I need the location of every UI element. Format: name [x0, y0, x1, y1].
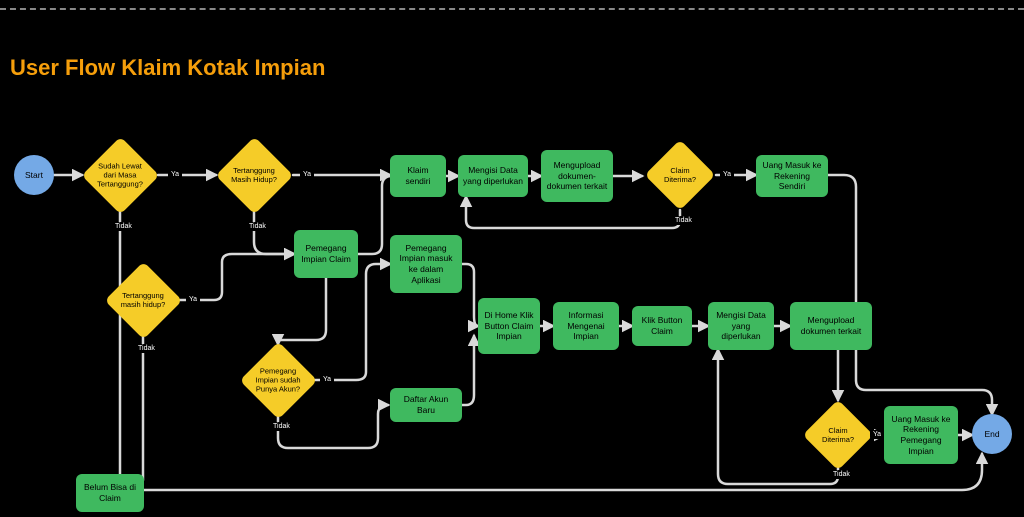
decision-label: Sudah Lewat dari Masa Tertanggung? [93, 162, 148, 189]
decision-label: Claim Diterima? [813, 426, 863, 444]
start-node: Start [14, 155, 54, 195]
flow-edge [462, 336, 474, 405]
process-r_upload1: Mengupload dokumen-dokumen terkait [541, 150, 613, 202]
decision-label: Tertanggung masih hidup? [116, 291, 171, 309]
decision-d4: Pemegang Impian sudah Punya Akun? [251, 353, 306, 408]
edge-label: Ya [870, 430, 884, 439]
process-r_belum_bisa: Belum Bisa di Claim [76, 474, 144, 512]
process-r_uang_sendiri: Uang Masuk ke Rekening Sendiri [756, 155, 828, 197]
process-r_klik_claim: Klik Button Claim [632, 306, 692, 346]
section-divider [0, 8, 1024, 10]
flow-edge [254, 212, 294, 254]
process-r_info_impian: Informasi Mengenai Impian [553, 302, 619, 350]
edge-label: Ya [300, 170, 314, 179]
end-node: End [972, 414, 1012, 454]
edge-label: Tidak [112, 222, 135, 231]
page-title: User Flow Klaim Kotak Impian [10, 55, 325, 81]
edge-label: Ya [186, 295, 200, 304]
decision-label: Tertanggung Masih Hidup? [227, 166, 282, 184]
flow-edge [314, 264, 390, 380]
flow-edge [278, 278, 326, 344]
flow-edge [278, 405, 388, 448]
decision-d2: Tertanggung Masih Hidup? [227, 148, 282, 203]
decision-label: Claim Diterima? [655, 166, 705, 184]
decision-d3: Tertanggung masih hidup? [116, 273, 171, 328]
process-r_upload2: Mengupload dokumen terkait [790, 302, 872, 350]
flow-edge [462, 264, 478, 326]
edge-label: Tidak [246, 222, 269, 231]
edge-label: Tidak [270, 422, 293, 431]
flow-edge [828, 175, 992, 414]
process-r_isi_data1: Mengisi Data yang diperlukan [458, 155, 528, 197]
edge-label: Tidak [672, 216, 695, 225]
edge-label: Ya [720, 170, 734, 179]
process-r_pemegang_claim: Pemegang Impian Claim [294, 230, 358, 278]
process-r_uang_pemegang: Uang Masuk ke Rekening Pemegang Impian [884, 406, 958, 464]
decision-d6: Claim Diterima? [813, 410, 863, 460]
process-r_home_klik: Di Home Klik Button Claim Impian [478, 298, 540, 354]
process-r_klaim_sendiri: Klaim sendiri [390, 155, 446, 197]
flow-edge [180, 254, 294, 300]
process-r_daftar: Daftar Akun Baru [390, 388, 462, 422]
process-r_isi_data2: Mengisi Data yang diperlukan [708, 302, 774, 350]
process-r_pemegang_masuk: Pemegang Impian masuk ke dalam Aplikasi [390, 235, 462, 293]
edge-label: Tidak [830, 470, 853, 479]
decision-d5: Claim Diterima? [655, 150, 705, 200]
edge-label: Ya [168, 170, 182, 179]
flow-edge [358, 176, 392, 254]
decision-label: Pemegang Impian sudah Punya Akun? [251, 367, 306, 394]
decision-d1: Sudah Lewat dari Masa Tertanggung? [93, 148, 148, 203]
edge-label: Ya [320, 375, 334, 384]
edge-label: Tidak [135, 344, 158, 353]
